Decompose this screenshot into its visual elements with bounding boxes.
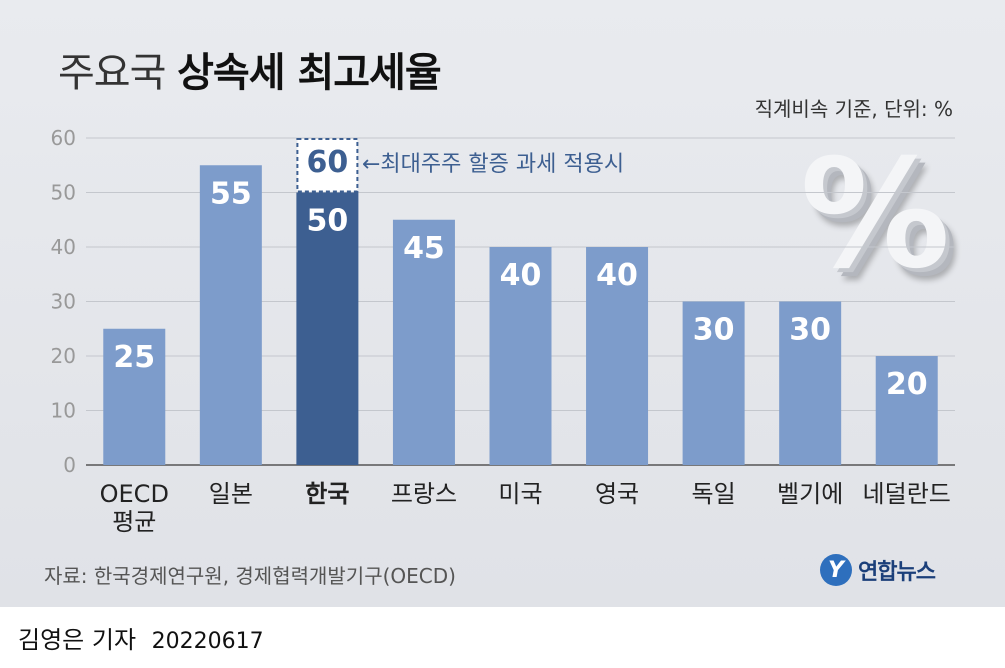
x-category-label: 프랑스: [391, 480, 457, 508]
bar: [875, 356, 938, 465]
percent-symbol-decoration: %: [800, 128, 951, 302]
logo-text: 연합뉴스: [858, 560, 936, 585]
y-tick-label: 10: [51, 399, 76, 423]
x-category-label: 일본: [209, 480, 253, 508]
highlight-extra-bar: [296, 138, 359, 193]
bar-value-label: 20: [886, 367, 928, 402]
bar: [586, 247, 649, 465]
bar-value-label: 55: [210, 176, 252, 211]
bar-value-label: 30: [789, 313, 831, 348]
y-tick-label: 60: [51, 126, 76, 150]
source-text: 자료: 한국경제연구원, 경제협력개발기구(OECD): [44, 564, 456, 588]
byline: 김영은 기자 20220617: [18, 620, 264, 655]
bar: [779, 301, 842, 465]
bar-value-label: 45: [403, 231, 445, 266]
y-tick-label: 20: [51, 344, 76, 368]
y-tick-label: 0: [63, 453, 76, 477]
y-tick-label: 40: [51, 235, 76, 259]
annotation-text: ←최대주주 할증 과세 적용시: [362, 152, 625, 177]
y-tick-label: 50: [51, 181, 76, 205]
bar: [392, 219, 455, 465]
x-category-label: 한국: [305, 480, 349, 508]
unit-note: 직계비속 기준, 단위: %: [754, 97, 953, 121]
byline-date: 20220617: [151, 629, 264, 654]
x-category-label: 평균: [112, 508, 156, 536]
x-category-label: 영국: [595, 480, 639, 508]
bar: [682, 301, 745, 465]
x-category-label: 네덜란드: [863, 480, 951, 508]
bar-value-label: 30: [693, 313, 735, 348]
bar-value-label: 40: [596, 258, 638, 293]
bar-value-label: 40: [500, 258, 542, 293]
bar: [489, 247, 552, 465]
x-category-label: 독일: [692, 480, 736, 508]
bar: [199, 165, 262, 465]
x-category-label: OECD: [100, 480, 169, 508]
byline-author: 김영은 기자: [18, 626, 137, 654]
bar: [296, 192, 359, 465]
highlight-extra-label: 60: [307, 145, 349, 180]
y-tick-label: 30: [51, 290, 76, 314]
bar-value-label: 50: [307, 204, 349, 239]
bar: [103, 328, 166, 465]
x-category-label: 벨기에: [777, 480, 843, 508]
title-bold: 상속세 최고세율: [177, 50, 442, 96]
bar-value-label: 25: [113, 340, 155, 375]
chart-title: 주요국 상속세 최고세율: [58, 40, 442, 98]
title-light: 주요국: [58, 50, 166, 96]
yonhap-logo: Y 연합뉴스: [820, 550, 936, 590]
x-category-label: 미국: [498, 480, 542, 508]
logo-mark: Y: [820, 554, 852, 586]
